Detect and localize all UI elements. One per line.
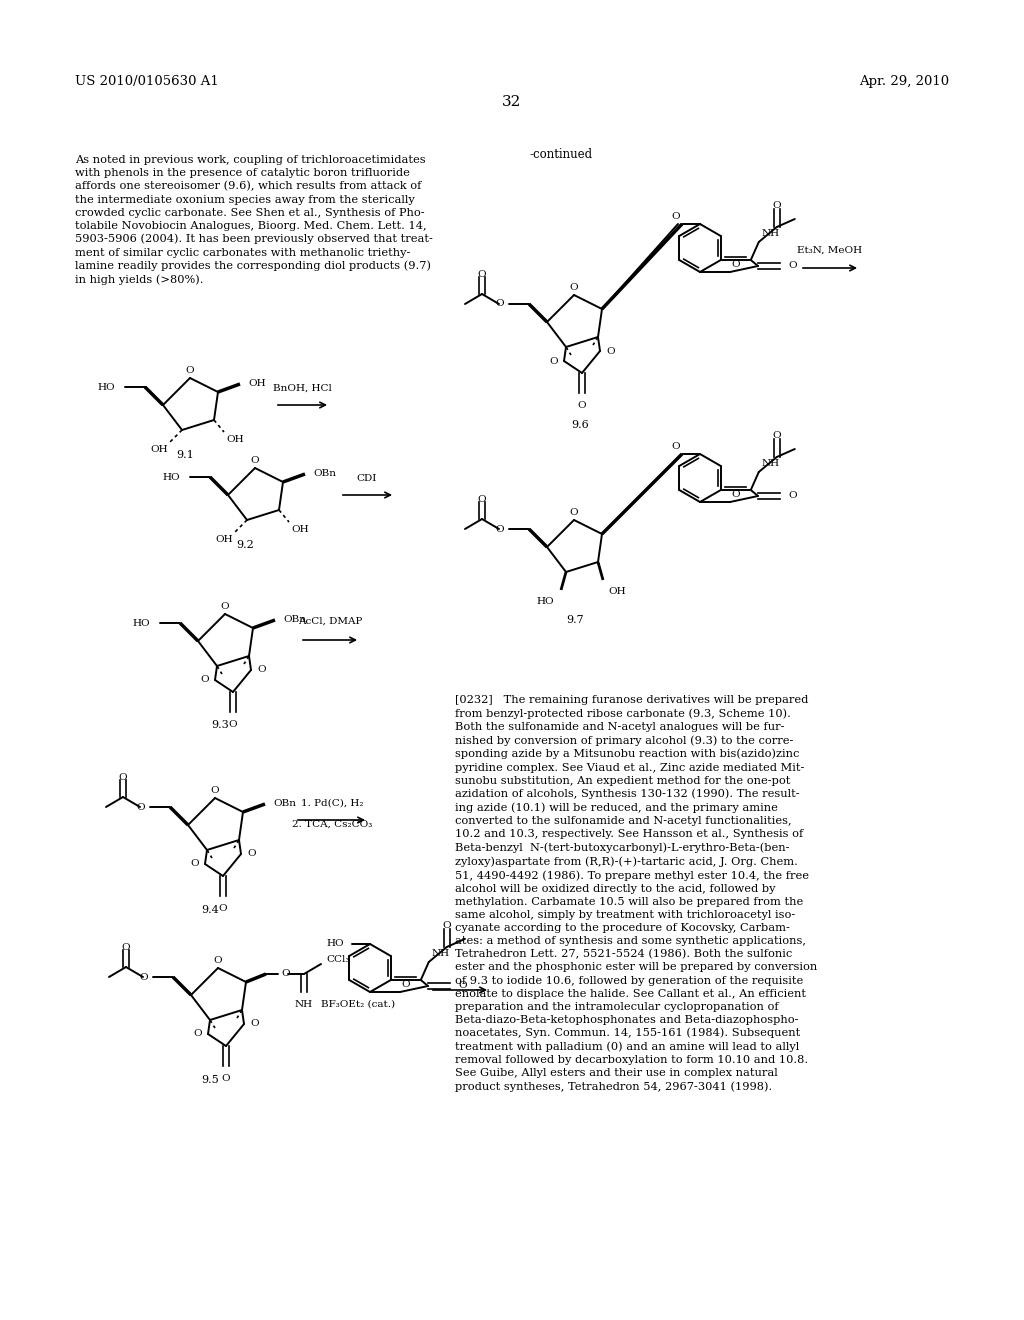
Text: 32: 32 bbox=[503, 95, 521, 110]
Text: HO: HO bbox=[537, 597, 554, 606]
Text: O: O bbox=[672, 213, 680, 220]
Text: 1. Pd(C), H₂: 1. Pd(C), H₂ bbox=[301, 799, 364, 808]
Text: O: O bbox=[458, 982, 467, 990]
Text: Apr. 29, 2010: Apr. 29, 2010 bbox=[859, 75, 949, 88]
Text: 9.5: 9.5 bbox=[201, 1074, 219, 1085]
Text: O: O bbox=[788, 491, 797, 500]
Text: 9.6: 9.6 bbox=[571, 420, 589, 430]
Text: As noted in previous work, coupling of trichloroacetimidates
with phenols in the: As noted in previous work, coupling of t… bbox=[75, 154, 433, 285]
Text: NH: NH bbox=[762, 228, 780, 238]
Text: HO: HO bbox=[163, 473, 180, 482]
Text: OH: OH bbox=[226, 436, 244, 445]
Text: US 2010/0105630 A1: US 2010/0105630 A1 bbox=[75, 75, 219, 88]
Text: HO: HO bbox=[97, 383, 115, 392]
Text: O: O bbox=[219, 904, 227, 913]
Text: CDI: CDI bbox=[356, 474, 377, 483]
Text: O: O bbox=[569, 508, 579, 517]
Text: [0232]   The remaining furanose derivatives will be prepared
from benzyl-protect: [0232] The remaining furanose derivative… bbox=[455, 696, 817, 1092]
Text: CCl₃: CCl₃ bbox=[326, 956, 349, 965]
Text: O: O bbox=[185, 366, 195, 375]
Text: OBn: OBn bbox=[273, 800, 296, 808]
Text: O: O bbox=[578, 401, 587, 411]
Text: Et₃N, MeOH: Et₃N, MeOH bbox=[798, 246, 862, 255]
Text: NH: NH bbox=[295, 1001, 313, 1008]
Text: O: O bbox=[247, 850, 256, 858]
Text: 2. TCA, Cs₂CO₃: 2. TCA, Cs₂CO₃ bbox=[292, 820, 372, 829]
Text: HO: HO bbox=[327, 940, 344, 949]
Text: NH: NH bbox=[762, 459, 780, 469]
Text: 9.1: 9.1 bbox=[176, 450, 194, 459]
Text: BF₃OEt₂ (cat.): BF₃OEt₂ (cat.) bbox=[321, 1001, 395, 1008]
Text: NH: NH bbox=[432, 949, 450, 958]
Text: O: O bbox=[194, 1030, 202, 1039]
Text: O: O bbox=[401, 979, 410, 989]
Text: O: O bbox=[788, 261, 797, 271]
Text: AcCl, DMAP: AcCl, DMAP bbox=[298, 616, 362, 626]
Text: 9.3: 9.3 bbox=[211, 719, 229, 730]
Text: O: O bbox=[257, 665, 265, 675]
Text: 9.4: 9.4 bbox=[201, 906, 219, 915]
Text: O: O bbox=[772, 432, 781, 440]
Text: O: O bbox=[119, 774, 127, 781]
Text: O: O bbox=[221, 1074, 230, 1082]
Text: O: O bbox=[201, 676, 209, 685]
Text: O: O bbox=[477, 495, 486, 504]
Text: O: O bbox=[496, 300, 504, 309]
Text: O: O bbox=[672, 442, 680, 451]
Text: -continued: -continued bbox=[530, 148, 593, 161]
Text: O: O bbox=[214, 956, 222, 965]
Text: BnOH, HCl: BnOH, HCl bbox=[272, 384, 332, 393]
Text: O: O bbox=[731, 490, 739, 499]
Text: O: O bbox=[190, 859, 199, 869]
Text: O: O bbox=[122, 942, 130, 952]
Text: O: O bbox=[139, 973, 148, 982]
Text: O: O bbox=[136, 803, 145, 812]
Text: O: O bbox=[569, 282, 579, 292]
Text: OBn: OBn bbox=[313, 470, 336, 479]
Text: O: O bbox=[442, 921, 452, 931]
Text: O: O bbox=[251, 455, 259, 465]
Text: OBn: OBn bbox=[283, 615, 306, 624]
Text: OH: OH bbox=[215, 536, 233, 544]
Text: O: O bbox=[496, 524, 504, 533]
Text: O: O bbox=[606, 346, 614, 355]
Text: O: O bbox=[281, 969, 290, 978]
Text: O: O bbox=[549, 356, 558, 366]
Text: OH: OH bbox=[291, 525, 308, 535]
Text: O: O bbox=[731, 260, 739, 269]
Text: O: O bbox=[250, 1019, 259, 1028]
Text: OH: OH bbox=[151, 446, 168, 454]
Text: O: O bbox=[211, 785, 219, 795]
Text: 9.2: 9.2 bbox=[237, 540, 254, 550]
Text: O: O bbox=[228, 719, 238, 729]
Text: O: O bbox=[772, 201, 781, 210]
Text: O: O bbox=[477, 271, 486, 279]
Text: HO: HO bbox=[132, 619, 150, 627]
Text: 9.7: 9.7 bbox=[566, 615, 584, 624]
Text: O: O bbox=[221, 602, 229, 611]
Text: OH: OH bbox=[608, 587, 626, 597]
Text: OH: OH bbox=[248, 380, 265, 388]
